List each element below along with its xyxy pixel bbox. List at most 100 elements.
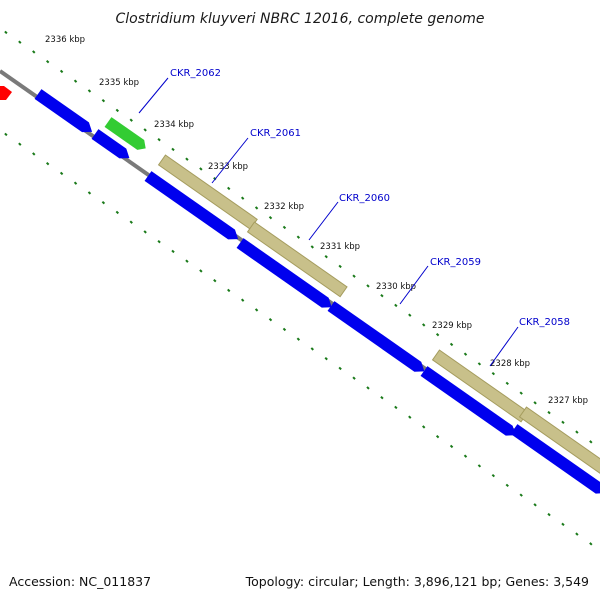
- guide-dot: [449, 444, 454, 449]
- guide-dot: [129, 220, 133, 224]
- guide-dot: [32, 152, 36, 156]
- guide-dot: [394, 303, 398, 308]
- guide-dot: [422, 425, 426, 429]
- gene-labels: CKR_2062 CKR_2061 CKR_2060 CKR_2059 CKR_…: [170, 68, 570, 328]
- guide-dot: [575, 430, 579, 434]
- gene-feature[interactable]: [518, 406, 600, 475]
- guide-dot: [491, 473, 496, 478]
- leader-line: [308, 201, 339, 241]
- guide-dot: [477, 362, 482, 366]
- guide-dot: [45, 161, 50, 166]
- leader-line: [399, 265, 429, 305]
- tick-label: 2328 kbp: [490, 359, 530, 369]
- guide-dot: [199, 269, 203, 273]
- tick-label: 2329 kbp: [432, 321, 472, 331]
- cds-feature[interactable]: [34, 89, 96, 137]
- guide-dot: [227, 186, 231, 191]
- tick-label: 2335 kbp: [99, 78, 139, 88]
- guide-dot: [491, 371, 496, 376]
- gene-label[interactable]: CKR_2060: [339, 193, 390, 204]
- guide-dot: [268, 317, 273, 322]
- guide-dot: [101, 98, 106, 103]
- guide-dot: [32, 50, 36, 54]
- guide-dot: [18, 40, 22, 44]
- guide-dot: [129, 118, 133, 122]
- guide-dot: [338, 366, 342, 371]
- guide-dot: [296, 337, 301, 341]
- gene-label[interactable]: CKR_2062: [170, 68, 221, 79]
- tick-label: 2331 kbp: [320, 242, 360, 252]
- guide-dot: [101, 200, 106, 205]
- tick-label: 2333 kbp: [208, 162, 248, 172]
- guide-dot: [449, 342, 454, 347]
- guide-dot: [435, 434, 440, 439]
- gene-label[interactable]: CKR_2061: [250, 128, 301, 139]
- cds-feature[interactable]: [236, 238, 336, 312]
- cds-feature[interactable]: [144, 171, 242, 244]
- guide-dot: [185, 157, 189, 161]
- tick-label: 2336 kbp: [45, 35, 85, 45]
- guide-dot: [254, 308, 259, 312]
- guide-dot: [73, 181, 78, 185]
- genome-summary-text: Topology: circular; Length: 3,896,121 bp…: [245, 574, 589, 589]
- gene-label[interactable]: CKR_2058: [519, 317, 570, 328]
- guide-dot: [157, 239, 161, 244]
- guide-dot: [547, 512, 551, 517]
- guide-dot: [477, 464, 482, 468]
- guide-dot: [268, 215, 273, 220]
- guide-dot: [282, 327, 287, 332]
- guide-dot: [352, 274, 356, 278]
- guide-dot: [4, 132, 8, 137]
- tick-label: 2332 kbp: [264, 202, 304, 212]
- guide-dot: [561, 522, 565, 527]
- guide-dot: [547, 410, 551, 415]
- guide-dot: [505, 381, 509, 386]
- cds-feature[interactable]: [91, 129, 133, 163]
- guide-dot: [366, 284, 370, 288]
- guide-dot: [59, 69, 64, 74]
- guide-dot: [240, 298, 245, 302]
- guide-dot: [199, 167, 203, 171]
- rna-feature[interactable]: [104, 117, 150, 153]
- guide-dot: [338, 264, 342, 269]
- gene-feature[interactable]: [246, 221, 348, 298]
- guide-dot: [533, 503, 537, 507]
- guide-dot: [408, 313, 412, 317]
- guide-dot: [73, 79, 78, 83]
- guide-dot: [282, 225, 287, 230]
- guide-dot: [310, 245, 314, 249]
- tick-label: 2327 kbp: [548, 396, 588, 406]
- feature-track: [0, 86, 600, 498]
- guide-dot: [157, 137, 161, 142]
- guide-dot: [408, 415, 412, 419]
- tick-label: 2334 kbp: [154, 120, 194, 130]
- guide-dot: [115, 108, 120, 113]
- leader-line: [138, 77, 169, 114]
- guide-dot: [352, 376, 356, 380]
- guide-dot: [561, 420, 565, 425]
- gene-label-leaders: [138, 77, 519, 367]
- guide-dot: [324, 254, 328, 259]
- leader-line: [211, 137, 249, 184]
- gene-label[interactable]: CKR_2059: [430, 257, 481, 268]
- tick-labels: 2336 kbp 2335 kbp 2334 kbp 2333 kbp 2332…: [45, 35, 588, 406]
- guide-dot: [463, 352, 468, 356]
- cds-feature[interactable]: [510, 424, 600, 498]
- guide-dot: [519, 493, 523, 497]
- guide-dot: [589, 542, 593, 546]
- cds-feature[interactable]: [420, 366, 520, 440]
- leader-line: [489, 326, 519, 367]
- guide-dot: [380, 395, 384, 400]
- guide-dot: [185, 259, 189, 263]
- guide-dot: [575, 532, 579, 536]
- guide-dot: [422, 323, 426, 327]
- map-title: Clostridium kluyveri NBRC 12016, complet…: [115, 11, 484, 27]
- guide-dot: [324, 356, 328, 361]
- feature-other[interactable]: [0, 86, 12, 100]
- guide-dot: [380, 293, 384, 298]
- guide-dot: [115, 210, 120, 215]
- guide-dot: [435, 332, 440, 337]
- cds-feature[interactable]: [327, 301, 428, 376]
